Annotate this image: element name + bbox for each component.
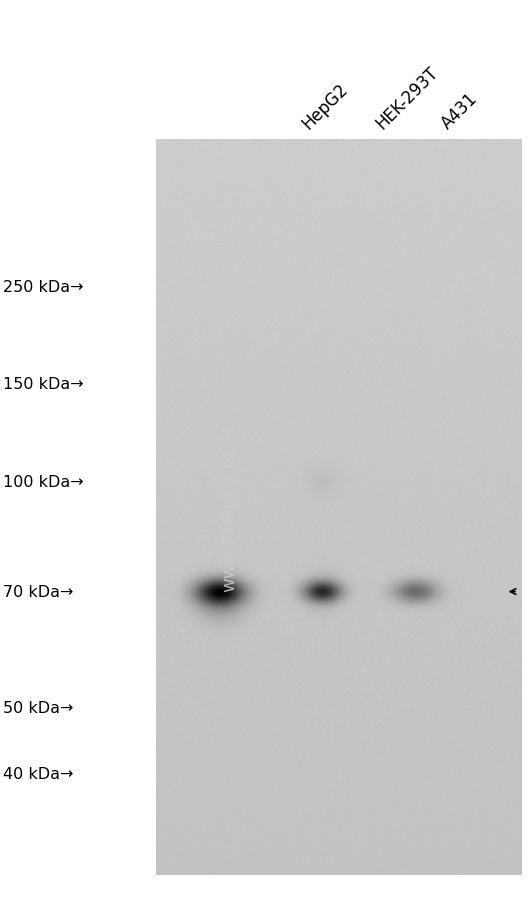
Text: 40 kDa→: 40 kDa→: [3, 766, 73, 781]
Text: 150 kDa→: 150 kDa→: [3, 376, 83, 391]
Text: A431: A431: [438, 89, 481, 133]
Text: 100 kDa→: 100 kDa→: [3, 474, 83, 489]
Text: HEK-293T: HEK-293T: [372, 63, 441, 133]
Text: www.PTGLAB.COM: www.PTGLAB.COM: [220, 424, 238, 591]
Text: 50 kDa→: 50 kDa→: [3, 700, 73, 714]
Text: HepG2: HepG2: [299, 79, 352, 133]
Text: 70 kDa→: 70 kDa→: [3, 584, 73, 600]
Text: 250 kDa→: 250 kDa→: [3, 280, 83, 294]
